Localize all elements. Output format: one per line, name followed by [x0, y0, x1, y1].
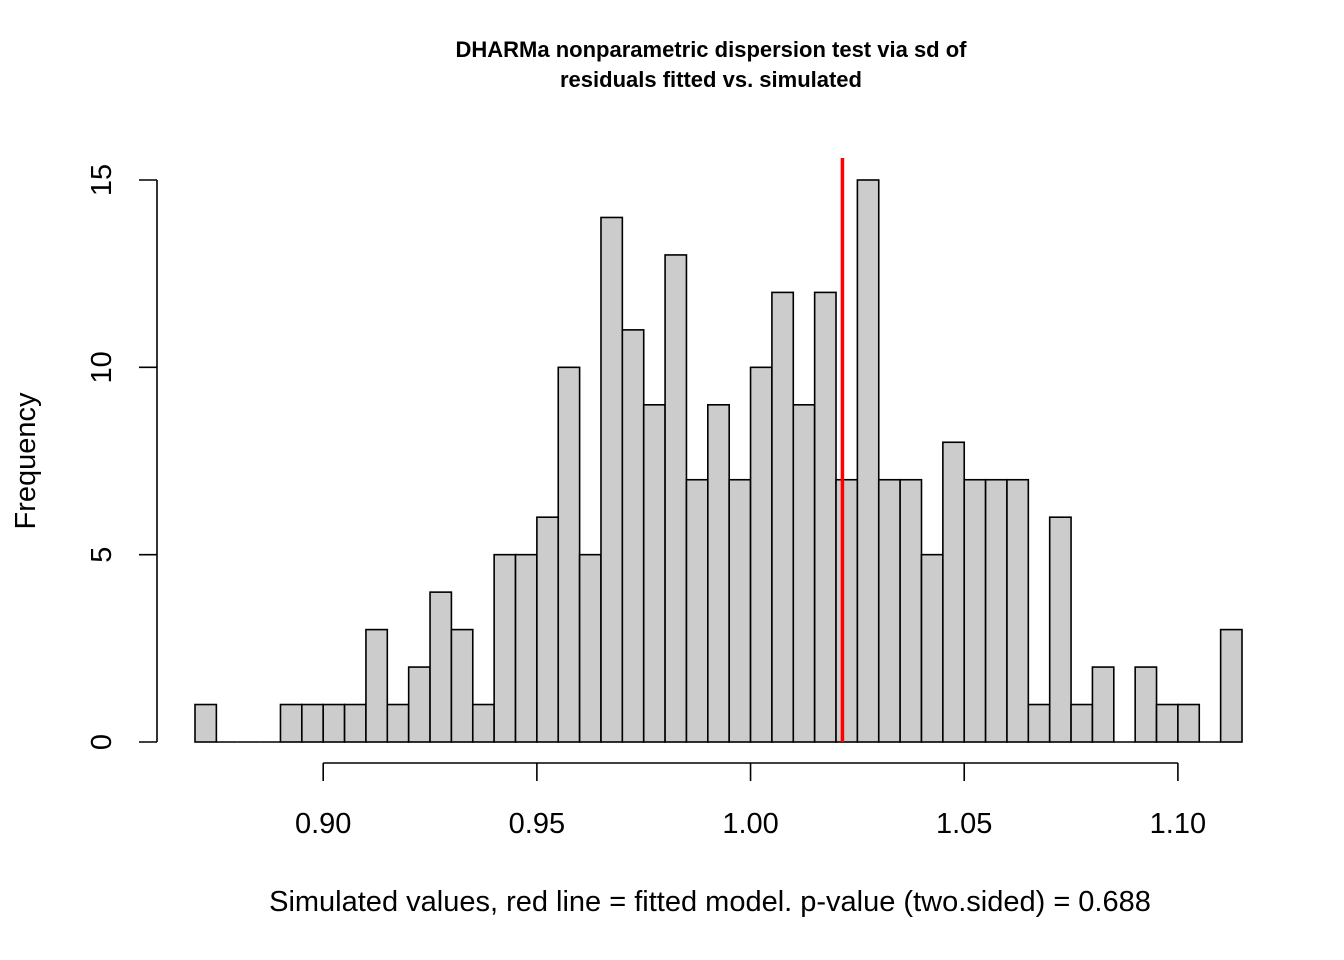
- histogram-bar: [1219, 628, 1243, 743]
- histogram-bar: [578, 553, 602, 743]
- histogram-bar: [1070, 703, 1094, 743]
- x-tick-label: 1.00: [722, 808, 778, 840]
- histogram-bar: [365, 628, 389, 743]
- histogram-bar: [664, 254, 688, 743]
- histogram-bar: [749, 366, 773, 743]
- x-tick-label: 1.05: [936, 808, 992, 840]
- histogram-bars: [194, 179, 1243, 743]
- y-tick-label: 15: [86, 164, 118, 196]
- histogram-bar: [536, 516, 560, 743]
- histogram-bar: [877, 478, 901, 743]
- x-axis-label: Simulated values, red line = fitted mode…: [269, 886, 1151, 918]
- x-tick-label: 0.95: [509, 808, 565, 840]
- chart-title-line-1: DHARMa nonparametric dispersion test via…: [456, 37, 968, 62]
- histogram-bar: [621, 329, 645, 743]
- y-axis-label: Frequency: [10, 392, 42, 530]
- histogram-bar: [450, 628, 474, 743]
- y-tick-label: 0: [86, 734, 118, 750]
- chart-title-line-2: residuals fitted vs. simulated: [560, 67, 862, 92]
- histogram-bar: [429, 591, 453, 743]
- histogram-bar: [301, 703, 325, 743]
- histogram-bar: [899, 478, 923, 743]
- histogram-bar: [1155, 703, 1179, 743]
- histogram-bar: [557, 366, 581, 743]
- histogram-bar: [407, 666, 431, 743]
- histogram-bar: [343, 703, 367, 743]
- histogram-bar: [642, 403, 666, 743]
- y-axis: 0 5 10 15: [86, 164, 158, 750]
- histogram-bar: [835, 478, 859, 743]
- histogram-bar: [920, 553, 944, 743]
- histogram-bar: [1091, 666, 1115, 743]
- histogram-bar: [685, 478, 709, 743]
- histogram-bar: [963, 478, 987, 743]
- x-tick-label: 0.90: [295, 808, 351, 840]
- x-tick-label: 1.10: [1150, 808, 1206, 840]
- histogram-bar: [771, 291, 795, 743]
- histogram-bar: [1048, 516, 1072, 743]
- histogram-bar: [322, 703, 346, 743]
- x-axis: 0.90 0.95 1.00 1.05 1.10: [295, 762, 1206, 840]
- y-tick-label: 10: [86, 351, 118, 383]
- chart-title: DHARMa nonparametric dispersion test via…: [456, 37, 968, 92]
- histogram-bar: [813, 291, 837, 743]
- histogram-bar: [1134, 666, 1158, 743]
- histogram-bar: [514, 553, 538, 743]
- histogram-bar: [1006, 478, 1030, 743]
- histogram-bar: [728, 478, 752, 743]
- histogram-bar: [856, 179, 880, 743]
- histogram-bar: [386, 703, 410, 743]
- histogram-bar: [600, 216, 624, 743]
- histogram-bar: [984, 478, 1008, 743]
- y-tick-label: 5: [86, 547, 118, 563]
- histogram-bar: [1027, 703, 1051, 743]
- histogram-bar: [279, 703, 303, 743]
- histogram-bar: [1177, 703, 1201, 743]
- histogram-bar: [471, 703, 495, 743]
- histogram-bar: [493, 553, 517, 743]
- histogram-bar: [707, 403, 730, 743]
- histogram-bar: [792, 403, 816, 743]
- histogram-bar: [194, 703, 218, 743]
- histogram-bar: [942, 441, 966, 743]
